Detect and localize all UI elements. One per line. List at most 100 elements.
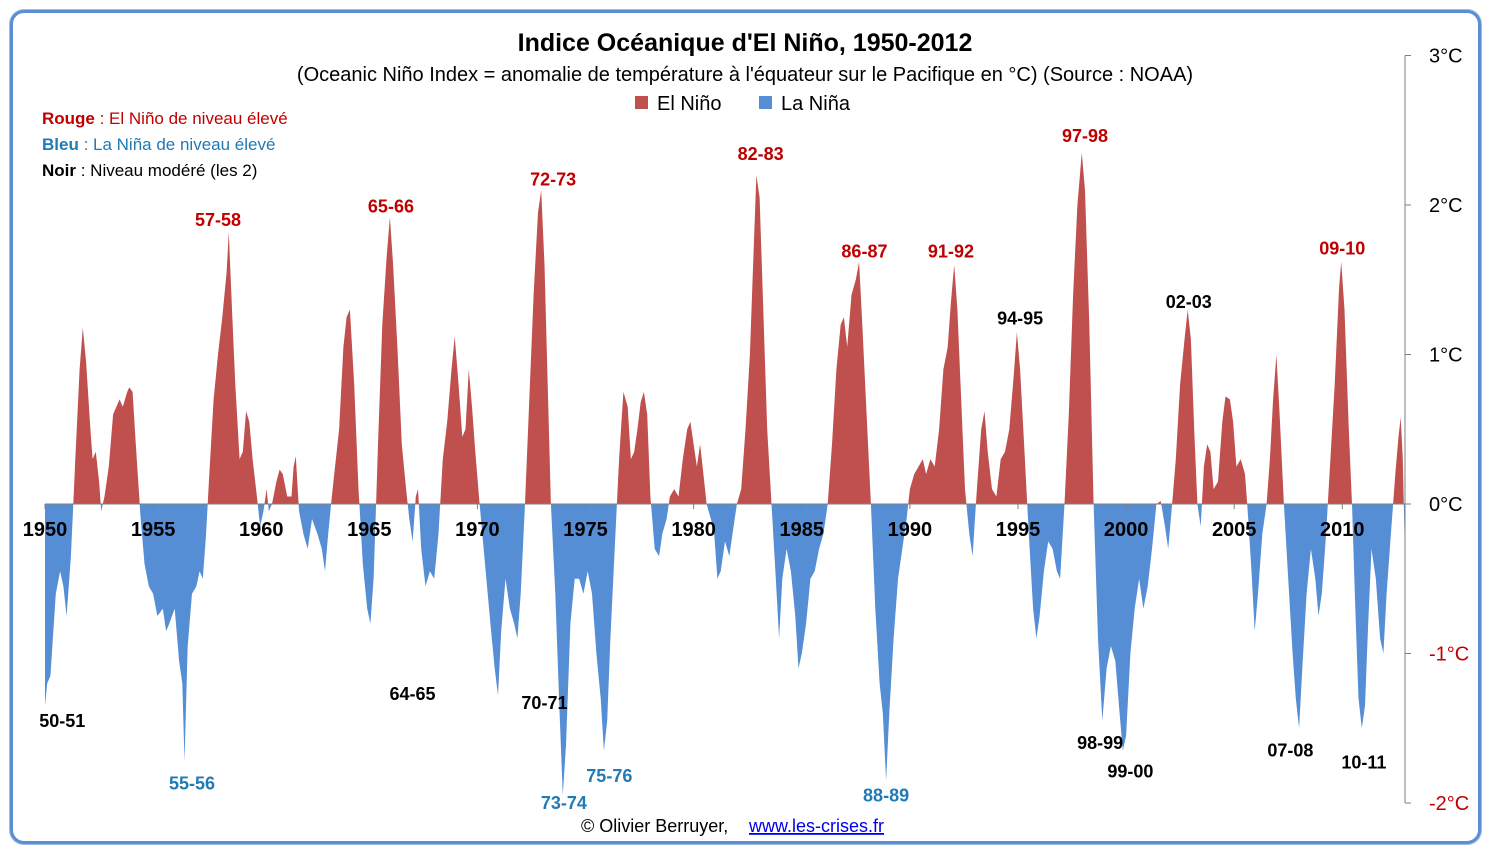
note-bleu-text: : La Niña de niveau élevé <box>79 135 276 154</box>
event-label-91-92: 91-92 <box>928 241 974 261</box>
la-nina-area-4 <box>139 504 208 762</box>
event-label-55-56: 55-56 <box>169 774 215 794</box>
el-nino-area-13 <box>376 217 408 504</box>
la-nina-area-22 <box>651 504 669 557</box>
la-nina-area-42 <box>1283 504 1328 729</box>
el-nino-area-35 <box>1156 501 1162 504</box>
la-nina-area-18 <box>479 504 525 696</box>
event-label-70-71: 70-71 <box>521 693 567 713</box>
la-nina-area-40 <box>1247 504 1267 632</box>
legend-label-el-nino: El Niño <box>657 93 721 115</box>
x-tick-label: 1955 <box>131 519 176 541</box>
el-nino-area-21 <box>616 391 651 504</box>
x-tick-label: 1975 <box>563 519 608 541</box>
el-nino-area-9 <box>272 456 299 504</box>
x-tick-label: 1980 <box>671 519 716 541</box>
x-tick-label: 2000 <box>1104 519 1149 541</box>
el-nino-area-37 <box>1172 309 1198 504</box>
chart-title: Indice Océanique d'El Niño, 1950-2012 <box>518 29 973 57</box>
x-tick-label: 1970 <box>455 519 500 541</box>
event-label-88-89: 88-89 <box>863 786 909 806</box>
note-noir-text: : Niveau modéré (les 2) <box>76 161 257 180</box>
legend-swatch-la-nina <box>759 96 772 109</box>
footer-copyright: © Olivier Berruyer, <box>581 816 728 836</box>
el-nino-area-17 <box>440 336 480 504</box>
y-tick-label: 3°C <box>1429 46 1463 68</box>
event-label-02-03: 02-03 <box>1166 292 1212 312</box>
el-nino-area-33 <box>1064 152 1094 504</box>
el-nino-area-41 <box>1266 354 1284 504</box>
el-nino-area-45 <box>1393 417 1404 504</box>
event-label-10-11: 10-11 <box>1341 753 1386 773</box>
el-nino-area-5 <box>207 231 258 504</box>
footer-link[interactable]: www.les-crises.fr <box>748 816 884 836</box>
el-nino-area-25 <box>736 175 772 504</box>
event-label-50-51: 50-51 <box>39 711 85 731</box>
event-label-64-65: 64-65 <box>390 684 436 704</box>
footer: © Olivier Berruyer, www.les-crises.fr <box>581 816 884 836</box>
note-rouge: Rouge : El Niño de niveau élevé <box>42 109 288 128</box>
la-nina-area-8 <box>268 504 272 512</box>
note-bleu: Bleu : La Niña de niveau élevé <box>42 135 275 154</box>
el-nino-area-23 <box>668 421 707 504</box>
note-noir: Noir : Niveau modéré (les 2) <box>42 161 257 180</box>
el-nino-area-1 <box>73 327 101 504</box>
x-tick-label: 1950 <box>23 519 68 541</box>
chart-frame <box>10 10 1481 844</box>
la-nina-area-26 <box>771 504 828 669</box>
legend: El Niño La Niña <box>635 93 851 115</box>
la-nina-area-6 <box>257 504 265 527</box>
el-nino-area-7 <box>264 489 269 504</box>
la-nina-area-24 <box>706 504 737 579</box>
event-label-73-74: 73-74 <box>541 793 587 813</box>
y-tick-label: 1°C <box>1429 345 1463 367</box>
x-tick-label: 1965 <box>347 519 392 541</box>
x-tick-label: 2010 <box>1320 519 1365 541</box>
el-nino-area-3 <box>102 387 140 504</box>
x-tick-label: 1960 <box>239 519 284 541</box>
el-nino-area-31 <box>975 332 1028 504</box>
la-nina-area-34 <box>1093 504 1157 751</box>
event-label-75-76: 75-76 <box>586 766 632 786</box>
event-label-72-73: 72-73 <box>530 170 576 190</box>
la-nina-area-36 <box>1161 504 1173 549</box>
el-nino-area-29 <box>908 264 967 504</box>
legend-label-la-nina: La Niña <box>781 93 851 115</box>
la-nina-area-10 <box>298 504 332 572</box>
el-nino-area-19 <box>525 190 551 504</box>
y-tick-label: 0°C <box>1429 494 1463 516</box>
event-label-57-58: 57-58 <box>195 210 241 230</box>
la-nina-area-2 <box>100 504 103 512</box>
la-nina-area-44 <box>1352 504 1394 729</box>
el-nino-area-43 <box>1327 261 1352 504</box>
y-tick-label: 2°C <box>1429 195 1463 217</box>
event-label-09-10: 09-10 <box>1319 238 1365 258</box>
note-bleu-key: Bleu <box>42 135 79 154</box>
y-tick-label: -1°C <box>1429 644 1469 666</box>
la-nina-area-14 <box>407 504 416 542</box>
event-label-99-00: 99-00 <box>1107 762 1153 782</box>
la-nina-area-30 <box>966 504 976 557</box>
note-rouge-key: Rouge <box>42 109 95 128</box>
event-label-98-99: 98-99 <box>1077 733 1123 753</box>
la-nina-area-28 <box>870 504 909 781</box>
event-label-07-08: 07-08 <box>1267 741 1313 761</box>
x-tick-label: 2005 <box>1212 519 1257 541</box>
la-nina-area-12 <box>359 504 377 624</box>
event-label-86-87: 86-87 <box>841 241 887 261</box>
la-nina-area-20 <box>550 504 617 796</box>
la-nina-area-0 <box>45 504 74 706</box>
el-nino-area-27 <box>827 261 871 504</box>
el-nino-area-15 <box>415 489 419 504</box>
color-key-notes: Rouge : El Niño de niveau élevé Bleu : L… <box>42 109 288 180</box>
annotations: 50-51 55-56 57-58 64-65 65-66 70-71 72-73 73-74… <box>39 126 1386 813</box>
plot-areas <box>45 152 1405 796</box>
chart-subtitle: (Oceanic Niño Index = anomalie de tempér… <box>297 64 1193 86</box>
note-noir-key: Noir <box>42 161 76 180</box>
x-tick-label: 1985 <box>780 519 825 541</box>
event-label-82-83: 82-83 <box>738 144 784 164</box>
la-nina-area-32 <box>1027 504 1065 639</box>
el-nino-area-39 <box>1201 396 1248 504</box>
y-tick-label: -2°C <box>1429 793 1469 815</box>
